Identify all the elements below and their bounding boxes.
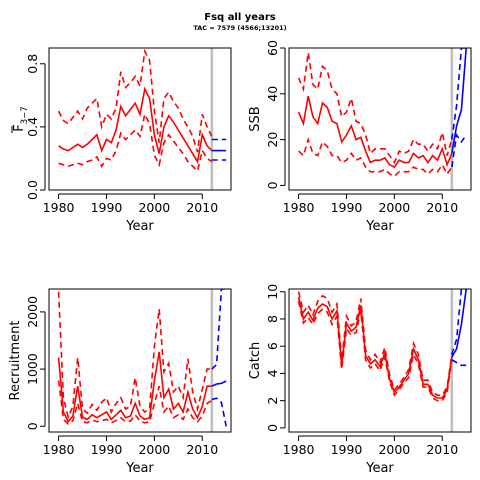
catch-x-tick-label: 2000 <box>378 442 410 457</box>
catch-proj-upper-line <box>451 289 467 355</box>
catch-proj-median-line <box>451 289 467 358</box>
figure-subtitle: TAC = 7579 (4566;13201) <box>193 24 286 32</box>
ssb-x-axis-label: Year <box>365 219 394 234</box>
recruitment-lower-line <box>57 380 213 426</box>
ssb-y-tick-label: 20 <box>265 132 280 148</box>
catch-y-tick-label: 8 <box>265 315 280 323</box>
ssb-x-tick-label: 1980 <box>283 200 315 215</box>
ssb-y-axis-label: SSB <box>248 106 263 131</box>
fbar-y-axis-label: F3−7 <box>11 106 30 133</box>
fbar-median-line <box>58 86 213 164</box>
ssb-proj-median-line <box>451 48 467 154</box>
ssb-lower-line <box>298 136 453 178</box>
ssb-panel: 1980 1990 2000 2010 Year 0 20 40 60 SSB <box>248 40 472 234</box>
recruitment-upper-line <box>57 291 212 420</box>
catch-upper-line <box>297 291 453 396</box>
recruitment-x-tick-label: 2000 <box>138 442 170 457</box>
figure-title: Fsq all years <box>204 12 275 23</box>
recruitment-y-tick-label: 0 <box>25 422 40 430</box>
catch-panel: 1980 1990 2000 2010 Year 0 2 4 6 8 10 Catch <box>248 284 472 476</box>
catch-y-tick-label: 10 <box>265 284 280 300</box>
recruitment-x-tick-label: 2010 <box>186 442 218 457</box>
catch-y-tick-label: 0 <box>265 424 280 432</box>
catch-y-axis-label: Catch <box>248 342 263 380</box>
recruitment-y-axis-label: Recruitment <box>8 321 23 401</box>
recruitment-y-tick-label: 2000 <box>25 296 40 328</box>
recruitment-y-tick-label: 1000 <box>25 353 40 385</box>
fbar-x-tick-label: 2000 <box>138 200 170 215</box>
recruitment-median-line <box>57 351 212 424</box>
catch-x-tick-label: 1980 <box>283 442 315 457</box>
catch-y-tick-label: 4 <box>265 369 280 377</box>
fbar-plot-frame <box>48 47 232 191</box>
fbar-upper-line <box>57 48 213 153</box>
fbar-panel: 1980 1990 2000 2010 Year 0.0 0.4 0.8 F3−7 <box>11 47 232 234</box>
ssb-upper-line <box>297 52 453 165</box>
recruitment-x-tick-label: 1990 <box>91 442 123 457</box>
catch-proj-lower-line <box>451 359 467 367</box>
recruitment-plot-frame <box>48 288 232 433</box>
ssb-proj-lower-line <box>451 132 467 168</box>
fbar-x-tick-label: 1980 <box>43 200 75 215</box>
fbar-y-axis-label-text: F3−7 <box>12 106 30 131</box>
catch-x-axis-label: Year <box>365 461 394 476</box>
catch-median-line <box>297 297 453 399</box>
recruitment-proj-median-line <box>211 380 227 387</box>
ssb-plot-frame <box>288 47 472 191</box>
catch-lower-line <box>297 301 453 402</box>
recruitment-x-tick-label: 1980 <box>43 442 75 457</box>
fbar-x-tick-label: 1990 <box>91 200 123 215</box>
ssb-proj-upper-line <box>451 48 467 140</box>
recruitment-proj-lower-line <box>211 397 227 427</box>
catch-y-tick-label: 2 <box>265 397 280 405</box>
catch-plot-frame <box>288 288 472 433</box>
fbar-x-axis-label: Year <box>125 219 154 234</box>
fbar-y-tick-label: 0.4 <box>25 117 40 137</box>
ssb-y-tick-label: 40 <box>265 86 280 102</box>
ssb-x-tick-label: 2010 <box>426 200 458 215</box>
ssb-x-tick-label: 2000 <box>378 200 410 215</box>
catch-y-tick-label: 6 <box>265 342 280 350</box>
recruitment-x-axis-label: Year <box>125 461 154 476</box>
catch-x-tick-label: 1990 <box>331 442 363 457</box>
ssb-median-line <box>297 95 453 169</box>
catch-x-tick-label: 2010 <box>426 442 458 457</box>
ssb-y-tick-label: 0 <box>265 181 280 189</box>
fbar-y-axis-label-sub: 3−7 <box>20 106 30 124</box>
fbar-y-tick-label: 0.0 <box>25 180 40 200</box>
fbar-y-tick-label: 0.8 <box>25 54 40 74</box>
fbar-y-axis-label-main: F <box>12 124 27 131</box>
fbar-lower-line <box>58 111 213 173</box>
ssb-y-tick-label: 60 <box>265 40 280 56</box>
recruitment-proj-upper-line <box>211 289 227 370</box>
ssb-x-tick-label: 1990 <box>331 200 363 215</box>
fbar-x-tick-label: 2010 <box>186 200 218 215</box>
